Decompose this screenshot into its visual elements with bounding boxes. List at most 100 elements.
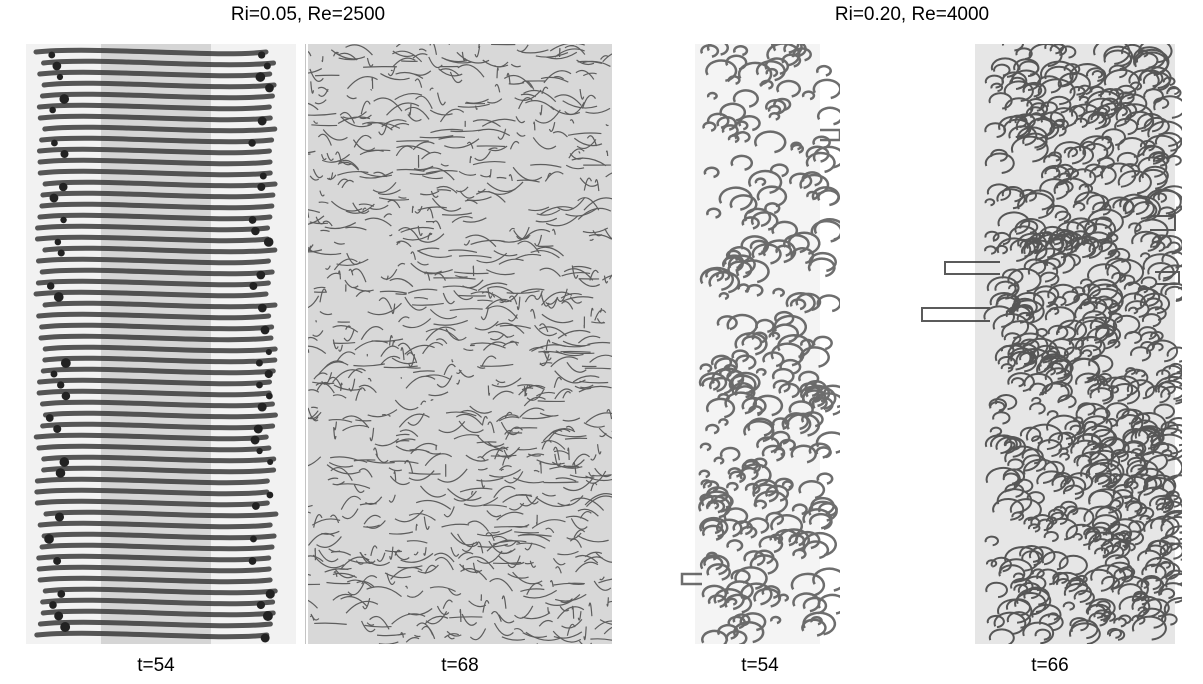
turbulent-strand	[457, 103, 490, 108]
turbulent-strand	[391, 357, 416, 365]
vortex-tube	[994, 280, 1017, 297]
billow-stroke	[33, 47, 269, 57]
vortex-tube	[1074, 316, 1110, 342]
turbulent-strand	[425, 374, 452, 381]
turbulent-strand	[554, 48, 585, 58]
vortex-tube	[1017, 192, 1055, 220]
vortex-tube	[706, 91, 718, 100]
vortex-tube	[1160, 560, 1171, 569]
vortex-tube	[1123, 368, 1149, 387]
turbulent-strand	[431, 197, 462, 212]
turbulent-strand	[308, 555, 324, 562]
turbulent-strand	[405, 375, 436, 389]
turbulent-strand	[495, 379, 506, 384]
turbulent-strand	[535, 217, 558, 223]
vortex-tube	[699, 363, 713, 373]
turbulent-strand	[585, 495, 612, 508]
turbulent-strand	[313, 514, 323, 528]
vortex-tube	[1019, 351, 1038, 366]
turbulent-strand	[485, 532, 495, 541]
turbulent-strand	[475, 541, 484, 554]
turbulent-strand	[422, 167, 455, 181]
vortex-tube	[1062, 290, 1081, 304]
turbulent-strand	[423, 516, 430, 530]
vortex-tube	[999, 558, 1033, 583]
turbulent-strand	[471, 490, 474, 495]
turbulent-strand	[522, 612, 551, 620]
vortex-tube	[770, 342, 805, 367]
turbulent-strand	[572, 375, 600, 383]
vortex-tube	[1159, 542, 1182, 560]
turbulent-strand	[579, 177, 599, 187]
turbulent-strand	[504, 471, 524, 484]
vortex-tube	[716, 116, 737, 131]
vortex-tube	[1110, 449, 1129, 463]
vortex-tube	[760, 79, 774, 90]
vortex-tube	[990, 82, 1004, 93]
turbulent-strand	[402, 232, 433, 241]
vortex-tube	[986, 614, 1005, 629]
turbulent-strand	[342, 415, 370, 429]
vortex-tube	[792, 548, 807, 560]
vortex-tube	[1022, 81, 1047, 100]
turbulent-strand	[317, 133, 332, 146]
turbulent-strand	[578, 640, 583, 644]
turbulent-strand	[308, 102, 319, 111]
turbulent-strand	[545, 527, 555, 534]
turbulent-strand	[539, 323, 549, 333]
turbulent-strand	[585, 412, 612, 424]
vortex-tube	[1108, 64, 1128, 79]
turbulent-strand	[553, 582, 585, 586]
turbulent-strand	[449, 308, 483, 312]
vortex-tube	[1105, 402, 1130, 420]
vortex-tube	[768, 331, 781, 341]
turbulent-strand	[529, 560, 537, 568]
vortex-tube	[1009, 238, 1036, 258]
vortex-core	[260, 633, 270, 643]
turbulent-strand	[444, 138, 480, 149]
vortex-tube	[1100, 97, 1119, 111]
panel-3-time-label: t=54	[741, 655, 779, 676]
turbulent-strand	[497, 128, 507, 140]
turbulent-strand	[308, 244, 314, 252]
vortex-tube	[1062, 601, 1076, 611]
turbulent-strand	[328, 462, 354, 468]
turbulent-strand	[360, 170, 393, 178]
turbulent-strand	[490, 611, 502, 622]
turbulent-strand	[397, 342, 414, 355]
turbulent-strand	[533, 121, 536, 131]
vortex-tube	[1044, 381, 1073, 402]
turbulent-strand	[515, 253, 542, 260]
turbulent-strand	[326, 152, 334, 161]
turbulent-strand	[569, 153, 584, 160]
vortex-tube	[1145, 385, 1171, 404]
vortex-tube	[719, 368, 732, 378]
turbulent-strand	[438, 421, 466, 434]
turbulent-strand	[503, 449, 513, 458]
turbulent-strand	[330, 550, 352, 556]
turbulent-strand	[314, 622, 347, 625]
vortex-core	[265, 348, 272, 356]
turbulent-strand	[600, 55, 609, 60]
turbulent-strand	[577, 508, 599, 517]
vortex-core	[44, 534, 54, 544]
turbulent-strand	[417, 564, 439, 574]
vortex-tube	[1133, 467, 1166, 491]
vortex-core	[51, 139, 58, 147]
turbulent-strand	[320, 154, 327, 161]
billow-stroke	[40, 421, 276, 431]
turbulent-strand	[464, 102, 486, 105]
turbulent-strand	[539, 354, 550, 367]
vortex-tube	[1065, 505, 1079, 516]
vortex-tube	[1069, 86, 1086, 98]
turbulent-strand	[314, 99, 327, 105]
vortex-core	[57, 381, 65, 389]
billow-stroke	[41, 80, 277, 90]
turbulent-strand	[564, 45, 586, 55]
vortex-tube	[792, 47, 812, 62]
turbulent-strand	[417, 250, 453, 258]
turbulent-strand	[589, 354, 612, 363]
turbulent-strand	[601, 275, 612, 281]
vortex-tube	[1096, 474, 1113, 487]
turbulent-strand	[495, 322, 525, 334]
